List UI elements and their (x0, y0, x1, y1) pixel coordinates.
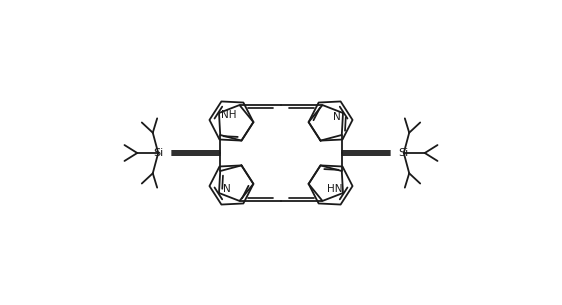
Text: N: N (223, 184, 231, 194)
Text: Si: Si (398, 148, 409, 158)
Text: Si: Si (153, 148, 164, 158)
Text: NH: NH (221, 110, 237, 120)
Text: N: N (333, 112, 341, 122)
Text: HN: HN (327, 184, 343, 194)
